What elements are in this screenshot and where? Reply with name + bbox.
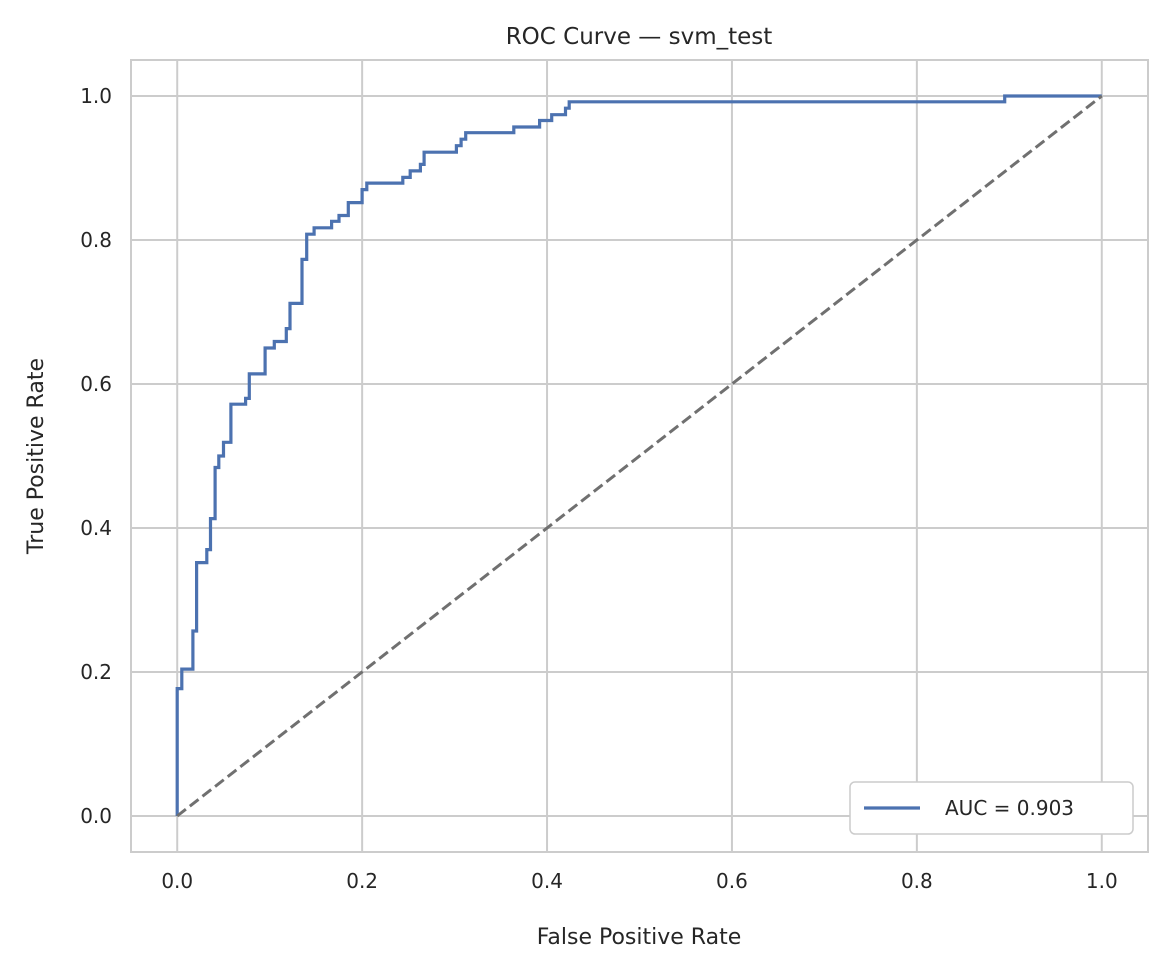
x-tick-label: 0.0 (161, 869, 193, 893)
y-tick-label: 0.8 (80, 228, 112, 252)
roc-curve-line (175, 94, 1102, 816)
legend-label-roc: AUC = 0.903 (945, 796, 1074, 820)
x-axis-label: False Positive Rate (537, 925, 741, 950)
legend: AUC = 0.903 (849, 781, 1134, 835)
x-tick-label: 0.8 (901, 869, 933, 893)
y-tick-label: 0.2 (80, 660, 112, 684)
y-tick-label: 0.4 (80, 516, 112, 540)
series-layer (175, 94, 1103, 818)
legend-box (849, 781, 1134, 835)
x-tick-label: 0.4 (531, 869, 563, 893)
x-tick-label: 0.2 (346, 869, 378, 893)
grid (131, 60, 1148, 852)
x-tick-label: 1.0 (1086, 869, 1118, 893)
chart-title: ROC Curve — svm_test (506, 24, 773, 50)
tick-labels: 0.0 0.2 0.4 0.6 0.8 1.0 0.0 0.2 0.4 0.6 0.8 1.0 (80, 84, 1117, 893)
plot-frame (130, 59, 1149, 853)
y-tick-label: 0.0 (80, 804, 112, 828)
y-tick-label: 1.0 (80, 84, 112, 108)
diagonal-reference-line (176, 94, 1103, 818)
y-axis-label: True Positive Rate (24, 358, 49, 555)
x-tick-label: 0.6 (716, 869, 748, 893)
y-tick-label: 0.6 (80, 372, 112, 396)
